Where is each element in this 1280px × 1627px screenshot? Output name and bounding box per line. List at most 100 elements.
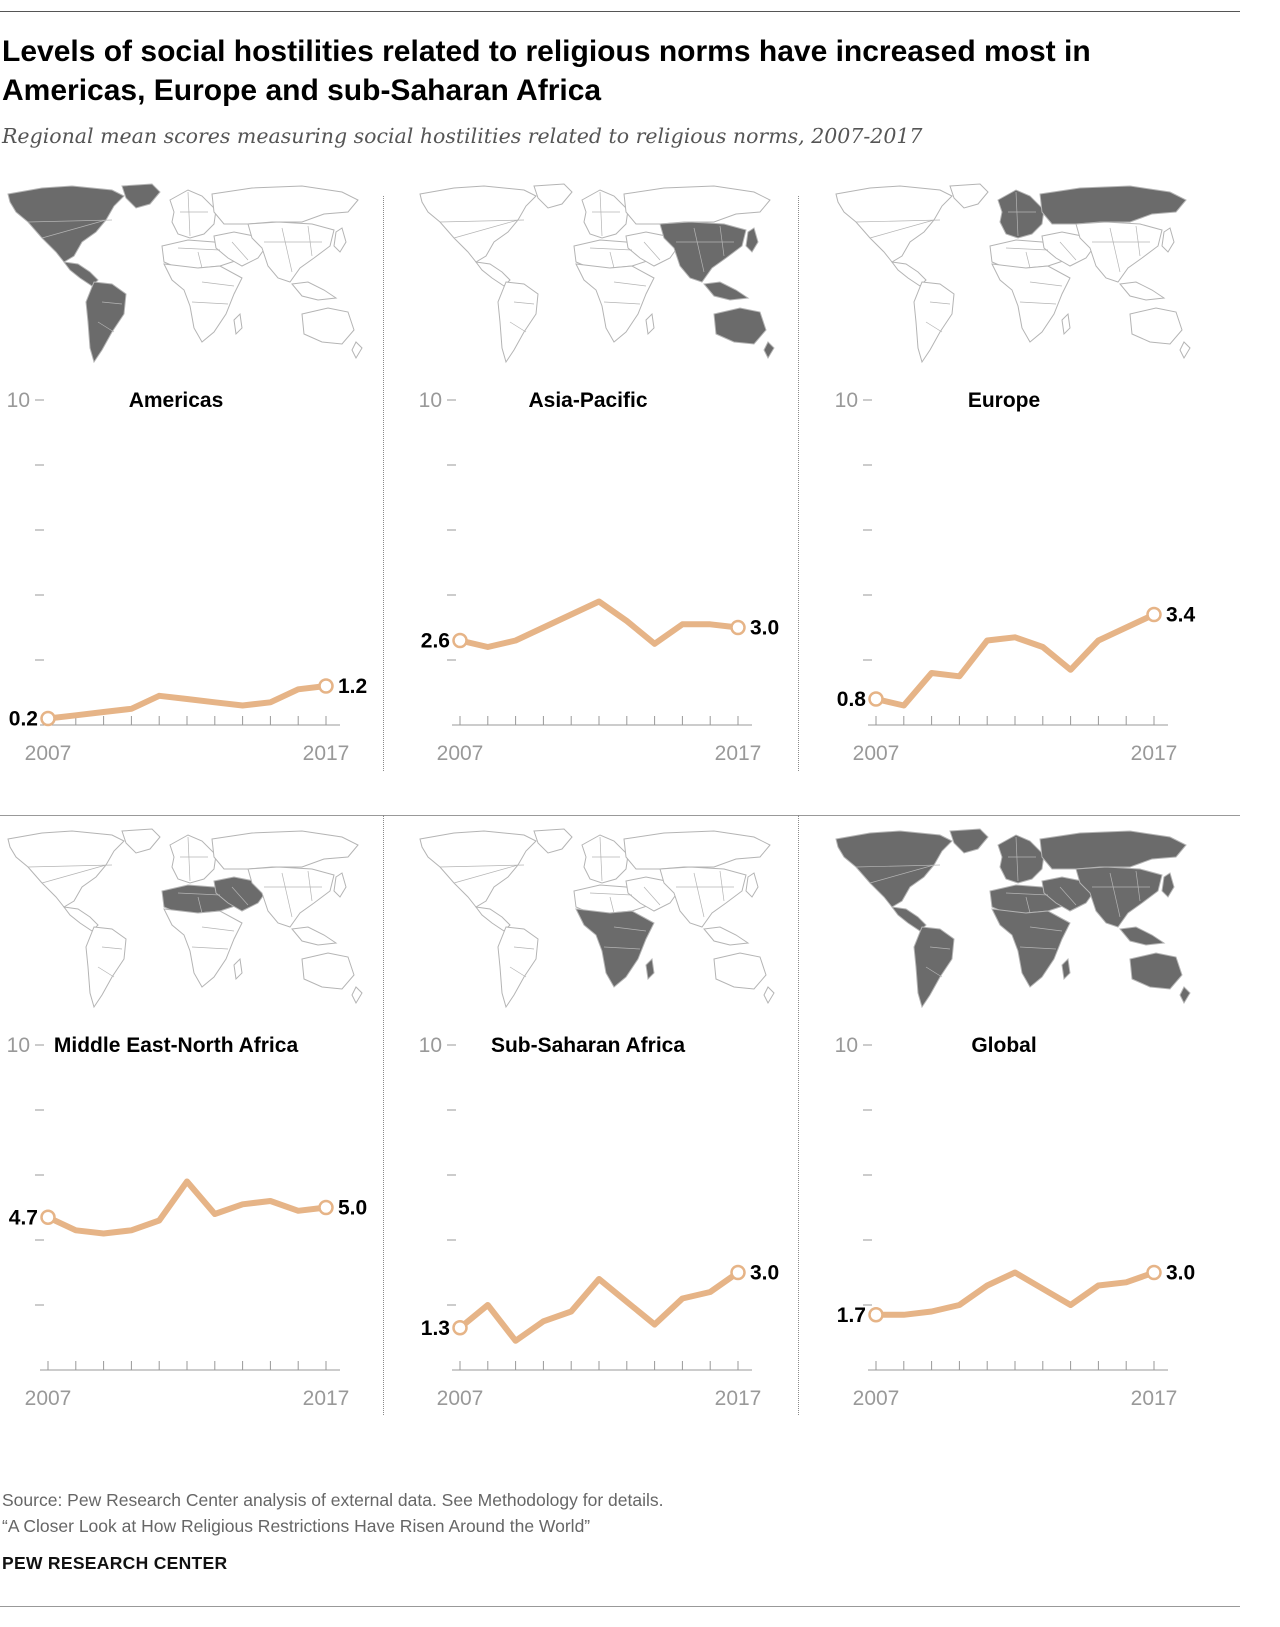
map-region-na <box>835 185 953 263</box>
panel-title: Europe <box>968 389 1040 412</box>
row-divider <box>0 815 1240 816</box>
map-region-sa <box>497 926 539 1009</box>
map-region-ca <box>474 261 511 287</box>
map-region-ca <box>890 261 927 287</box>
map-region-ca <box>474 906 511 932</box>
map-border <box>231 886 249 906</box>
x-tick-label: 2017 <box>303 1387 350 1410</box>
world-map-sub-saharan-africa-highlighted <box>419 828 775 1009</box>
map-region-madag <box>645 957 655 981</box>
series-line <box>45 1178 329 1237</box>
map-region-ru <box>623 185 771 225</box>
y-tick-label: 10 <box>419 389 442 412</box>
map-region-madag <box>1061 957 1071 981</box>
map-region-eu <box>169 189 217 239</box>
map-border <box>1005 247 1049 251</box>
map-border <box>599 836 603 882</box>
end-value-label: 3.0 <box>750 617 779 640</box>
map-region-seasia <box>703 281 750 301</box>
map-region-nz <box>351 341 363 360</box>
map-region-nz <box>763 341 775 360</box>
map-region-greenland <box>533 828 573 854</box>
y-tick-label: 10 <box>419 1034 442 1057</box>
series-line <box>457 1269 741 1344</box>
map-region-japan <box>333 872 347 898</box>
source-note: Source: Pew Research Center analysis of … <box>2 1487 663 1539</box>
map-region-greenland <box>949 828 989 854</box>
map-region-aus <box>713 952 767 990</box>
chart-title: Levels of social hostilities related to … <box>2 35 1091 107</box>
map-border <box>1109 227 1121 273</box>
map-border <box>855 219 941 223</box>
chart-panel: Asia-Pacific 10 2007 2017 2.6 3.0 <box>419 183 779 765</box>
chart-panel: Americas 10 2007 2017 0.2 1.2 <box>7 183 367 765</box>
map-border <box>231 241 249 261</box>
map-region-greenland <box>533 183 573 209</box>
map-border <box>453 864 519 884</box>
map-region-greenland <box>121 183 161 209</box>
map-border <box>201 281 235 287</box>
map-border <box>509 321 527 333</box>
x-tick-label: 2017 <box>715 1387 762 1410</box>
map-region-seasia <box>1119 926 1166 946</box>
map-border <box>177 247 221 251</box>
map-border <box>693 872 705 918</box>
start-value-label: 1.7 <box>837 1304 866 1327</box>
map-region-na <box>7 185 125 263</box>
map-region-asia <box>247 866 335 928</box>
end-point-marker <box>730 1264 746 1281</box>
bottom-rule <box>0 1606 1240 1607</box>
world-map-asia-pacific-highlighted <box>419 183 775 364</box>
map-border <box>599 191 603 237</box>
x-tick-label: 2007 <box>25 1387 72 1410</box>
map-border <box>1135 225 1141 257</box>
start-value-label: 2.6 <box>421 630 450 653</box>
map-border <box>589 892 633 896</box>
map-border <box>453 219 519 239</box>
panel-title: Global <box>971 1034 1036 1057</box>
map-region-ru <box>1039 185 1187 225</box>
map-region-japan <box>745 227 759 253</box>
world-map-middle-east-north-africa-highlighted <box>7 828 363 1009</box>
map-region-na <box>419 830 537 908</box>
map-border <box>693 227 705 273</box>
chart-panel: Global 10 2007 2017 1.7 3.0 <box>835 828 1195 1410</box>
map-region-greenland <box>949 183 989 209</box>
series-line <box>45 683 329 722</box>
map-region-ssa <box>163 908 243 988</box>
map-region-asia <box>659 221 747 283</box>
map-border <box>27 219 113 223</box>
map-border <box>1029 281 1063 287</box>
map-border <box>197 896 203 914</box>
start-value-label: 0.8 <box>837 688 867 711</box>
map-region-asia <box>1075 866 1163 928</box>
map-border <box>197 251 203 269</box>
map-region-ru <box>211 830 359 870</box>
map-border <box>1019 946 1057 950</box>
map-region-nz <box>1179 986 1191 1005</box>
map-region-na <box>7 830 125 908</box>
map-border <box>1019 301 1057 305</box>
map-region-nz <box>1179 341 1191 360</box>
map-region-japan <box>1161 227 1175 253</box>
map-border <box>281 227 293 273</box>
map-border <box>643 241 661 261</box>
map-border <box>1059 241 1077 261</box>
map-region-seasia <box>291 281 338 301</box>
map-region-aus <box>301 307 355 345</box>
map-border <box>719 870 725 902</box>
map-region-sa <box>913 926 955 1009</box>
y-tick-label: 10 <box>835 1034 858 1057</box>
series-line <box>457 598 741 650</box>
map-region-seasia <box>291 926 338 946</box>
end-point-marker <box>318 1199 334 1216</box>
map-border <box>613 281 647 287</box>
map-border <box>925 321 943 333</box>
map-border <box>439 219 525 223</box>
map-region-japan <box>333 227 347 253</box>
end-point-marker <box>730 619 746 636</box>
map-region-seasia <box>1119 281 1166 301</box>
start-point-marker <box>452 1320 468 1336</box>
end-point-marker <box>318 678 334 694</box>
map-region-ru <box>1039 830 1187 870</box>
